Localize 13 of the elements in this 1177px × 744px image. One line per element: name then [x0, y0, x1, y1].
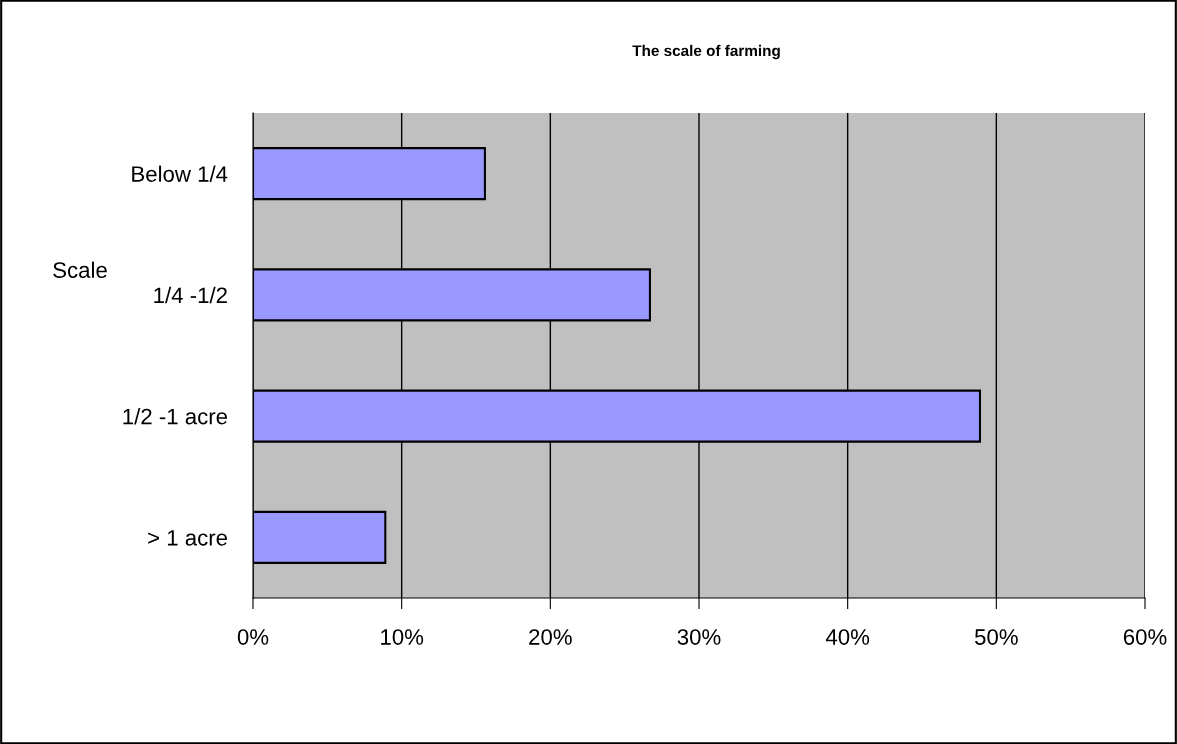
y-tick-label: 1/4 -1/2	[154, 286, 227, 304]
x-tick-label: 40%	[825, 629, 870, 645]
x-tick-label: 50%	[974, 629, 1018, 645]
x-tick-label: 60%	[1123, 629, 1167, 645]
y-tick-label: 1/2 -1 acre	[123, 408, 228, 425]
x-tick-label: 20%	[529, 629, 572, 645]
y-tick-label: > 1 acre	[148, 530, 228, 546]
x-tick-label: 10%	[381, 629, 424, 645]
x-tick-label: 30%	[677, 629, 721, 645]
y-tick-label: Below 1/4	[132, 165, 228, 182]
y-axis-title: Scale	[53, 261, 107, 278]
x-tick-label: 0%	[237, 629, 269, 645]
chart-title: The scale of farming	[632, 44, 780, 60]
